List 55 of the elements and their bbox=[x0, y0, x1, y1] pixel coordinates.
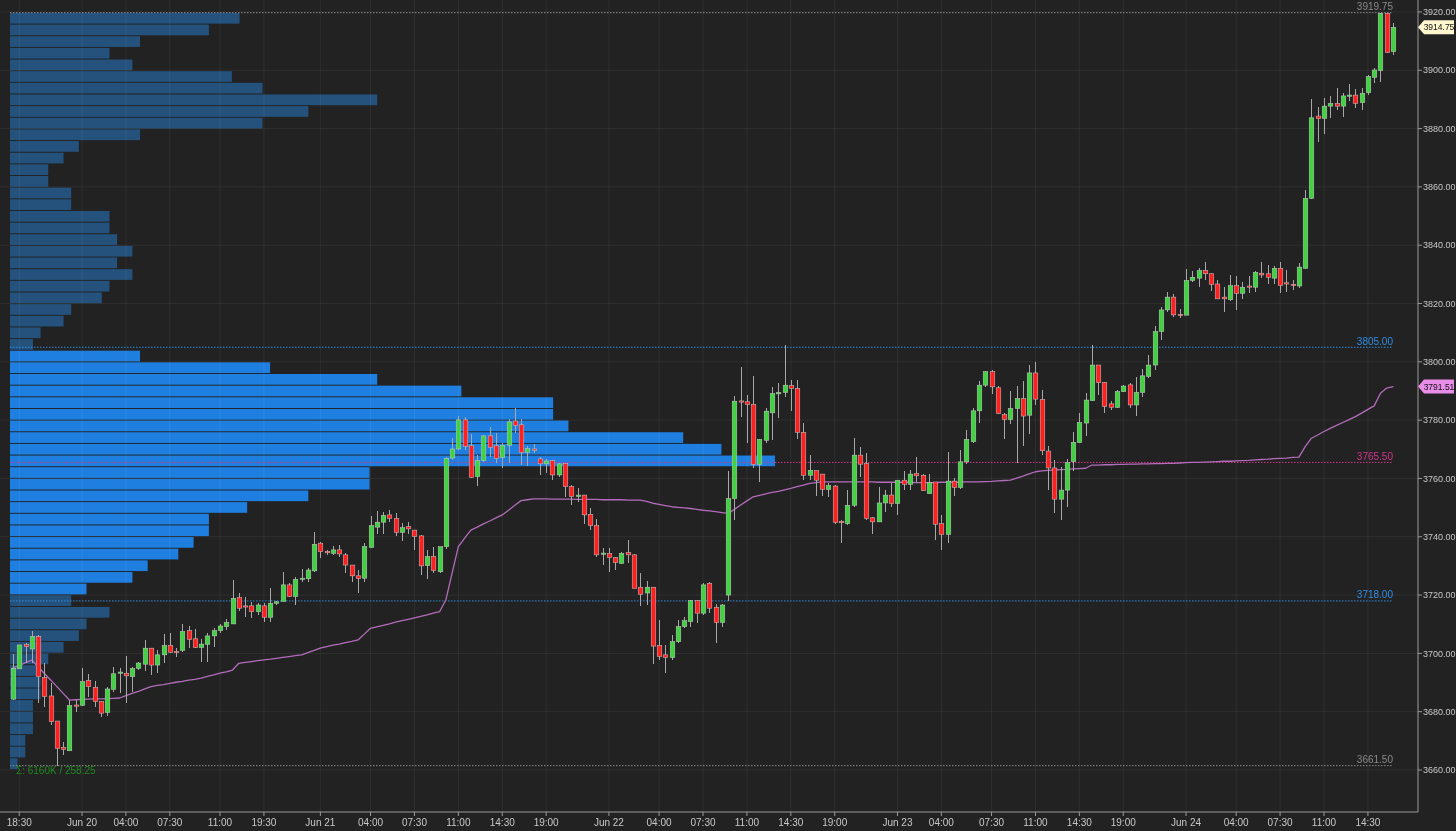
y-tick-label: 3800.00 bbox=[1423, 356, 1456, 367]
x-tick-label: 19:30 bbox=[251, 817, 277, 828]
x-tick-label: Jun 21 bbox=[305, 817, 336, 828]
y-tick-label: 3900.00 bbox=[1423, 65, 1456, 76]
y-tick-label: 3780.00 bbox=[1423, 415, 1456, 426]
y-tick-label: 3860.00 bbox=[1423, 182, 1456, 193]
x-tick-label: Jun 22 bbox=[593, 817, 625, 828]
x-tick-label: 07:30 bbox=[401, 817, 428, 828]
x-tick-label: 04:00 bbox=[113, 817, 139, 828]
y-tick-label: 3840.00 bbox=[1423, 240, 1456, 251]
ref-line-label: 3718.00 bbox=[1356, 589, 1394, 601]
line-series bbox=[12, 385, 1394, 701]
ref-line-label: 3765.50 bbox=[1356, 450, 1394, 462]
x-tick-label: 04:00 bbox=[1223, 817, 1250, 828]
x-tick-label: 19:00 bbox=[533, 817, 560, 828]
y-tick-label: 3720.00 bbox=[1423, 590, 1456, 601]
x-tick-label: 07:30 bbox=[690, 817, 716, 828]
y-tick-label: 3820.00 bbox=[1423, 298, 1456, 309]
x-tick-label: 14:30 bbox=[1066, 817, 1093, 828]
x-tick-label: 18:30 bbox=[6, 817, 33, 828]
x-tick-label: Jun 24 bbox=[1170, 817, 1202, 828]
x-tick-label: 07:30 bbox=[979, 817, 1005, 828]
ref-line-label: 3919.75 bbox=[1356, 1, 1394, 13]
x-tick-label: Jun 20 bbox=[66, 817, 98, 828]
y-tick-label: 3700.00 bbox=[1423, 648, 1456, 659]
y-tick-label: 3880.00 bbox=[1423, 123, 1456, 134]
x-tick-label: 11:00 bbox=[734, 817, 760, 828]
y-tick-label: 3760.00 bbox=[1423, 473, 1456, 484]
x-tick-label: 14:30 bbox=[489, 817, 516, 828]
candlestick bbox=[179, 623, 186, 653]
x-tick-label: 07:30 bbox=[157, 817, 183, 828]
y-tick-label: 3660.00 bbox=[1423, 765, 1456, 776]
text: 3791.51 bbox=[1423, 381, 1455, 392]
x-tick-label: 11:00 bbox=[207, 817, 233, 828]
x-tick-label: 14:30 bbox=[1355, 817, 1381, 828]
text: 3914.75 bbox=[1423, 22, 1455, 33]
annotation: Σ: 6160K / 258.25 bbox=[16, 765, 97, 776]
x-tick-label: 04:00 bbox=[358, 817, 384, 828]
x-tick-label: 19:00 bbox=[1110, 817, 1137, 828]
candlestick bbox=[41, 662, 48, 708]
x-tick-label: 11:00 bbox=[1023, 817, 1049, 828]
candlestick bbox=[1359, 87, 1366, 111]
x-tick-label: 04:00 bbox=[928, 817, 955, 828]
y-tick-label: 3740.00 bbox=[1423, 531, 1456, 542]
x-tick-label: 14:30 bbox=[778, 817, 804, 828]
x-tick-label: 07:30 bbox=[1267, 817, 1294, 828]
ref-line-label: 3805.00 bbox=[1356, 335, 1394, 347]
x-tick-label: 11:00 bbox=[446, 817, 471, 828]
x-tick-label: 11:00 bbox=[1311, 817, 1337, 828]
y-tick-label: 3680.00 bbox=[1423, 706, 1456, 717]
x-tick-label: 19:00 bbox=[822, 817, 848, 828]
x-tick-label: 04:00 bbox=[646, 817, 673, 828]
x-tick-label: Jun 23 bbox=[882, 817, 913, 828]
y-tick-label: 3920.00 bbox=[1423, 7, 1456, 18]
ref-line-label: 3661.50 bbox=[1356, 754, 1394, 766]
